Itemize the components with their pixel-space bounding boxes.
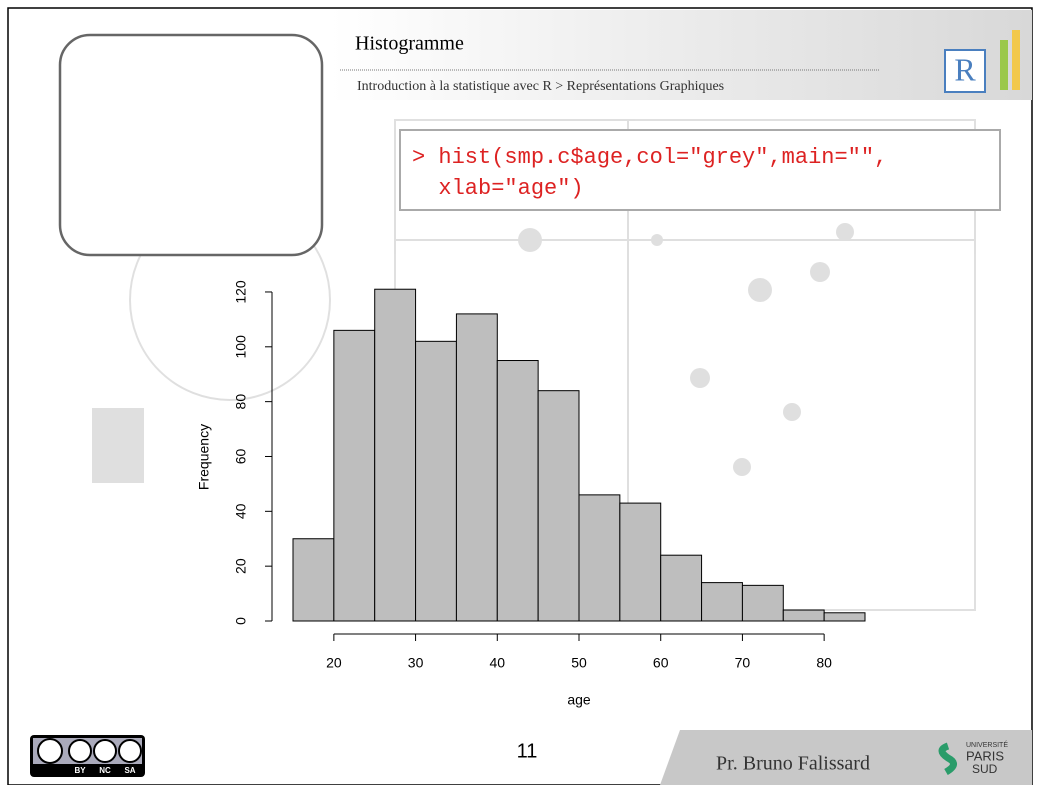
bar	[660, 554, 703, 622]
bar	[374, 288, 417, 622]
bar	[415, 340, 457, 622]
bar	[701, 582, 743, 622]
bar	[578, 494, 621, 622]
license-label: SA	[124, 766, 135, 775]
bar	[782, 609, 825, 622]
university-label: PARIS	[966, 748, 1004, 763]
histogram: 20 30 40 50 60 70 80 0 20 40 60 80 100 120 age Frequenc…	[196, 280, 866, 708]
university-label: SUD	[972, 762, 998, 776]
x-tick-label: 70	[735, 655, 751, 671]
x-tick-label: 20	[326, 655, 342, 671]
license-label: BY	[74, 766, 86, 775]
y-tick-label: 60	[233, 448, 249, 464]
slide-subtitle: Introduction à la statistique avec R > R…	[357, 79, 724, 94]
x-tick-label: 60	[653, 655, 669, 671]
logo-text: R	[954, 51, 976, 87]
page-number: 11	[517, 740, 538, 762]
y-tick-label: 40	[233, 503, 249, 519]
logo-bar	[1012, 30, 1020, 90]
author: Pr. Bruno Falissard	[716, 753, 870, 775]
bar	[741, 584, 784, 622]
x-axis-label: age	[567, 692, 591, 708]
bar	[619, 502, 662, 622]
x-tick-label: 80	[816, 655, 832, 671]
bar	[333, 329, 376, 622]
footer-band	[660, 730, 1032, 785]
logo-bar	[1000, 40, 1008, 90]
y-tick-label: 100	[233, 335, 249, 359]
header-band	[330, 10, 1032, 100]
y-tick-label: 120	[233, 280, 249, 304]
x-tick-label: 50	[571, 655, 587, 671]
bar	[537, 390, 580, 622]
code-line: xlab="age")	[412, 176, 584, 201]
university-logo	[938, 742, 957, 776]
bar	[455, 313, 498, 622]
bar	[823, 612, 866, 622]
code-line: > hist(smp.c$age,col="grey",main="",	[412, 145, 887, 170]
university-label: UNIVERSITÉ	[966, 740, 1008, 749]
bar	[292, 538, 335, 622]
logo-box	[944, 49, 986, 93]
slide-title: Histogramme	[355, 33, 464, 55]
placeholder-box	[58, 33, 324, 257]
code-box	[399, 129, 1001, 211]
x-tick-label: 40	[489, 655, 505, 671]
y-tick-label: 80	[233, 394, 249, 410]
bar	[496, 360, 539, 622]
y-tick-label: 0	[233, 617, 249, 625]
cc-badge: BY NC SA	[30, 735, 145, 777]
y-axis-label: Frequency	[196, 424, 212, 490]
license-label: NC	[99, 766, 111, 775]
x-tick-label: 30	[408, 655, 424, 671]
y-tick-label: 20	[233, 558, 249, 574]
